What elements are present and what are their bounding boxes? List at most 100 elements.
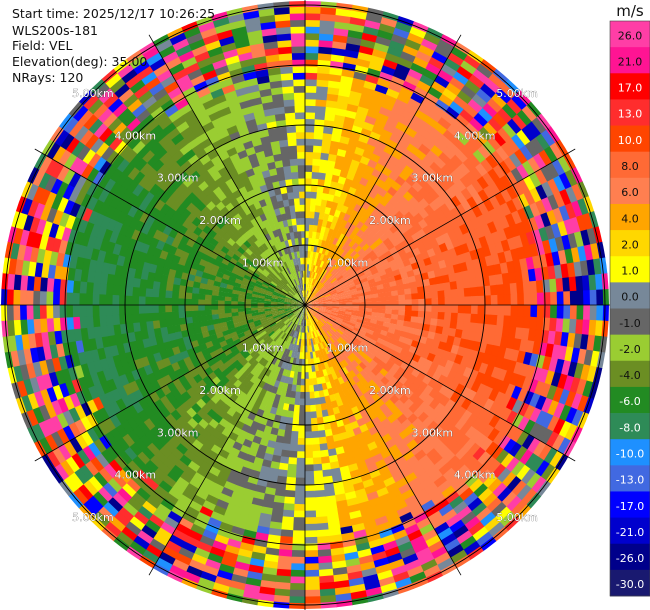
velocity-gate — [308, 230, 313, 239]
velocity-gate — [313, 138, 323, 147]
velocity-gate — [380, 257, 389, 266]
velocity-gate — [400, 330, 409, 339]
velocity-gate — [474, 433, 488, 448]
velocity-gate — [336, 288, 344, 293]
velocity-gate — [224, 304, 232, 310]
velocity-gate — [305, 296, 308, 304]
velocity-gate — [455, 464, 470, 479]
velocity-gate — [491, 92, 508, 109]
velocity-gate — [376, 284, 385, 290]
velocity-gate — [304, 556, 319, 565]
velocity-gate — [324, 206, 332, 215]
velocity-gate — [540, 428, 554, 446]
velocity-gate — [315, 98, 328, 107]
velocity-gate — [549, 450, 564, 469]
velocity-gate — [397, 289, 406, 296]
velocity-gate — [391, 165, 404, 177]
velocity-gate — [358, 298, 367, 303]
velocity-gate — [477, 189, 490, 203]
velocity-gate — [480, 158, 494, 173]
velocity-gate — [468, 460, 483, 475]
velocity-gate — [343, 317, 351, 323]
velocity-gate — [318, 267, 324, 275]
velocity-gate — [503, 226, 514, 240]
velocity-gate — [341, 163, 351, 173]
velocity-gate — [461, 330, 470, 341]
velocity-gate — [430, 284, 439, 293]
velocity-gate — [364, 19, 382, 30]
velocity-gate — [423, 317, 432, 326]
velocity-gate — [336, 274, 344, 282]
velocity-gate — [298, 424, 305, 433]
velocity-gate — [488, 208, 500, 222]
velocity-gate — [197, 299, 205, 305]
velocity-gate — [456, 530, 473, 545]
velocity-gate — [447, 369, 458, 382]
velocity-gate — [404, 523, 420, 536]
velocity-gate — [503, 370, 514, 385]
velocity-gate — [384, 160, 397, 172]
velocity-gate — [322, 185, 331, 195]
velocity-gate — [364, 257, 373, 265]
velocity-gate — [1, 400, 15, 420]
velocity-gate — [331, 325, 339, 332]
velocity-gate — [471, 502, 488, 518]
velocity-gate — [308, 283, 311, 292]
velocity-gate — [437, 341, 447, 351]
velocity-gate — [304, 477, 315, 485]
velocity-gate — [347, 257, 356, 265]
velocity-gate — [443, 282, 452, 291]
velocity-gate — [362, 348, 371, 357]
velocity-gate — [56, 500, 74, 519]
velocity-gate — [380, 344, 389, 353]
velocity-gate — [415, 422, 428, 435]
velocity-gate — [117, 556, 136, 573]
velocity-gate — [329, 316, 337, 321]
velocity-gate — [318, 274, 324, 282]
velocity-gate — [351, 312, 359, 317]
velocity-gate — [522, 316, 531, 330]
velocity-gate — [388, 488, 402, 500]
velocity-gate — [527, 268, 537, 282]
velocity-gate — [483, 516, 501, 533]
velocity-gate — [332, 333, 339, 341]
velocity-gate — [523, 293, 532, 306]
velocity-gate — [428, 210, 440, 222]
velocity-gate — [391, 449, 403, 462]
velocity-gate — [536, 292, 545, 306]
velocity-gate — [532, 440, 547, 458]
velocity-gate — [305, 305, 312, 311]
velocity-gate — [523, 204, 535, 220]
velocity-gate — [409, 26, 428, 39]
velocity-gate — [386, 331, 395, 339]
velocity-gate — [464, 378, 476, 391]
velocity-gate — [409, 321, 418, 329]
velocity-gate — [477, 295, 485, 306]
velocity-gate — [526, 100, 543, 118]
velocity-gate — [545, 467, 562, 486]
velocity-gate — [318, 165, 328, 174]
velocity-gate — [325, 309, 333, 313]
velocity-gate — [311, 178, 319, 186]
velocity-gate — [457, 90, 473, 105]
velocity-gate — [330, 326, 338, 333]
velocity-gate — [498, 381, 510, 395]
velocity-gate — [337, 327, 346, 334]
velocity-gate — [347, 280, 355, 286]
velocity-gate — [442, 450, 456, 464]
velocity-gate — [471, 93, 488, 109]
velocity-gate — [344, 380, 353, 389]
velocity-gate — [555, 318, 564, 333]
velocity-gate — [369, 1, 389, 5]
velocity-gate — [338, 141, 349, 151]
velocity-gate — [331, 372, 338, 381]
velocity-gate — [339, 300, 347, 304]
velocity-gate — [349, 319, 357, 325]
velocity-gate — [315, 280, 321, 288]
velocity-gate — [396, 284, 405, 291]
velocity-gate — [454, 328, 464, 339]
velocity-gate — [415, 517, 432, 531]
velocity-gate — [378, 305, 386, 310]
velocity-gate — [524, 141, 540, 158]
velocity-gate — [323, 324, 330, 331]
